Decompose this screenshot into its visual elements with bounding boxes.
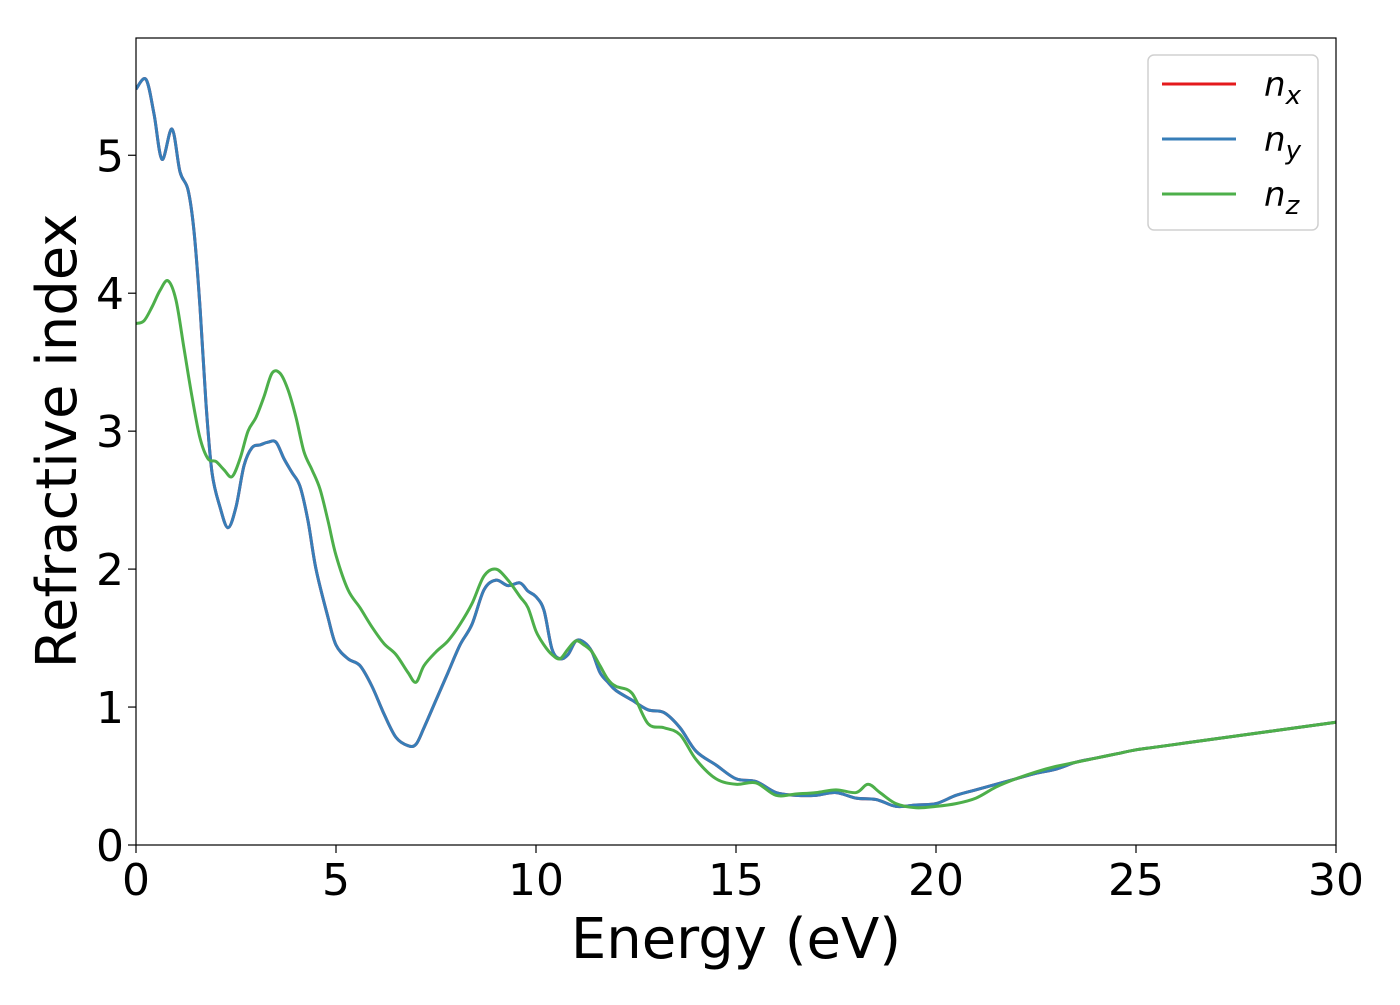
x-tick-label: 20 xyxy=(908,855,964,906)
x-tick-label: 0 xyxy=(122,855,150,906)
y-tick-label: 4 xyxy=(96,269,124,320)
y-tick-label: 1 xyxy=(96,683,124,734)
x-tick-label: 15 xyxy=(708,855,764,906)
axes-layer: 0 5 10 15 20 25 30 0 1 2 3 4 5 xyxy=(96,37,1364,906)
legend-label-nz: nz xyxy=(1264,175,1301,221)
x-tick-label: 5 xyxy=(322,855,350,906)
y-tick-label: 3 xyxy=(96,407,124,458)
y-tick-label: 5 xyxy=(96,131,124,182)
legend-box xyxy=(1147,54,1319,231)
series-layer xyxy=(136,77,1336,810)
x-tick-label: 30 xyxy=(1308,855,1364,906)
x-tick-label: 10 xyxy=(508,855,564,906)
x-axis-label: Energy (eV) xyxy=(571,907,901,972)
y-tick-label: 0 xyxy=(96,821,124,872)
legend-label-ny: ny xyxy=(1264,120,1302,166)
series-line-nz xyxy=(136,279,1336,810)
y-axis-label: Refractive index xyxy=(25,214,90,669)
legend-label-nx: nx xyxy=(1264,65,1302,111)
x-tick-label: 25 xyxy=(1108,855,1164,906)
legend: nx ny nz xyxy=(1147,54,1319,231)
y-tick-label: 2 xyxy=(96,545,124,596)
